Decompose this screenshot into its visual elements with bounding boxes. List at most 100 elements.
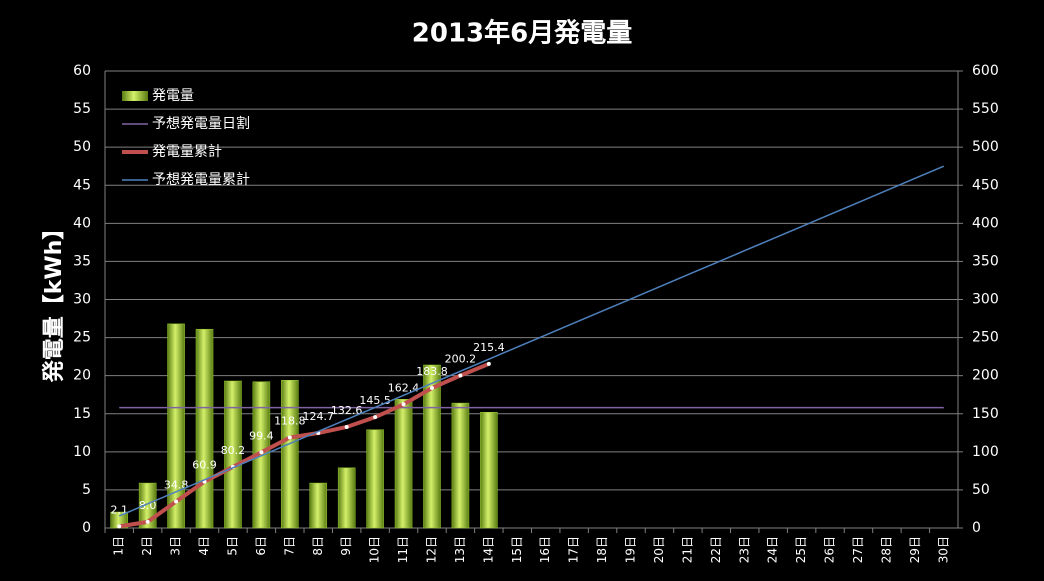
legend-label: 予想発電量累計 bbox=[152, 172, 250, 188]
y2-tick-label: 450 bbox=[972, 177, 999, 193]
data-label: 34.8 bbox=[164, 478, 189, 491]
legend-label: 予想発電量日割 bbox=[152, 115, 250, 132]
line bbox=[118, 165, 945, 517]
x-tick-label: 29日 bbox=[908, 536, 922, 563]
y-tick-label: 40 bbox=[73, 215, 91, 231]
y-tick-label: 50 bbox=[73, 139, 91, 155]
y-tick-label: 0 bbox=[82, 520, 91, 536]
y2-tick-label: 50 bbox=[972, 482, 990, 498]
y-tick-label: 55 bbox=[73, 101, 91, 117]
marker bbox=[259, 450, 264, 455]
y2-tick-label: 500 bbox=[972, 139, 999, 155]
data-label: 145.5 bbox=[359, 394, 391, 407]
x-tick-label: 5日 bbox=[225, 536, 239, 556]
y2-tick-label: 350 bbox=[972, 253, 999, 269]
bar bbox=[309, 482, 328, 529]
x-tick-label: 28日 bbox=[879, 536, 893, 563]
marker bbox=[174, 499, 179, 504]
y2-tick-label: 0 bbox=[972, 520, 981, 536]
y-tick-label: 25 bbox=[73, 330, 91, 346]
x-tick-label: 3日 bbox=[169, 536, 183, 556]
y-tick-label: 5 bbox=[82, 482, 91, 498]
y2-tick-label: 250 bbox=[972, 330, 999, 346]
data-label: 60.9 bbox=[192, 459, 217, 472]
y2-tick-label: 300 bbox=[972, 292, 999, 308]
marker bbox=[458, 373, 463, 378]
x-tick-label: 2日 bbox=[140, 536, 154, 556]
x-tick-label: 26日 bbox=[823, 536, 837, 563]
y-tick-label: 10 bbox=[73, 444, 91, 460]
data-label: 183.8 bbox=[416, 365, 448, 378]
x-tick-label: 25日 bbox=[794, 536, 808, 563]
y-tick-label: 30 bbox=[73, 292, 91, 308]
data-label: 200.2 bbox=[445, 353, 477, 366]
data-label: 2.1 bbox=[110, 503, 128, 516]
x-tick-label: 17日 bbox=[567, 536, 581, 563]
data-label: 132.6 bbox=[331, 404, 363, 417]
marker bbox=[287, 435, 292, 440]
x-tick-label: 14日 bbox=[481, 536, 495, 563]
marker bbox=[344, 425, 349, 430]
y-tick-label: 35 bbox=[73, 253, 91, 269]
bar bbox=[224, 380, 242, 529]
x-tick-label: 23日 bbox=[737, 536, 751, 563]
y2-tick-label: 200 bbox=[972, 368, 999, 384]
bar bbox=[394, 399, 413, 529]
legend-label: 発電量 bbox=[152, 88, 194, 104]
bar bbox=[451, 402, 470, 529]
data-label: 124.7 bbox=[303, 410, 335, 423]
x-tick-label: 27日 bbox=[851, 536, 865, 563]
x-tick-label: 8日 bbox=[311, 536, 325, 556]
x-tick-label: 11日 bbox=[396, 536, 410, 563]
x-tick-label: 21日 bbox=[680, 536, 694, 563]
x-tick-label: 12日 bbox=[424, 536, 438, 563]
marker bbox=[117, 524, 122, 529]
data-label: 215.4 bbox=[473, 341, 505, 354]
data-label: 99.4 bbox=[249, 429, 274, 442]
legend-label: 発電量累計 bbox=[152, 144, 222, 160]
x-tick-label: 16日 bbox=[538, 536, 552, 563]
x-tick-label: 9日 bbox=[339, 536, 353, 556]
y2-tick-label: 600 bbox=[972, 63, 999, 79]
bar bbox=[366, 429, 384, 529]
bar bbox=[281, 379, 299, 529]
data-label: 118.8 bbox=[274, 415, 306, 428]
y-tick-label: 20 bbox=[73, 368, 91, 384]
marker bbox=[373, 415, 378, 420]
y2-tick-label: 400 bbox=[972, 215, 999, 231]
x-tick-label: 4日 bbox=[197, 536, 211, 556]
x-tick-label: 10日 bbox=[368, 536, 382, 563]
x-tick-label: 22日 bbox=[709, 536, 723, 563]
marker bbox=[429, 386, 434, 391]
y-axis-label: 発電量【kWh】 bbox=[42, 218, 67, 384]
x-tick-label: 7日 bbox=[282, 536, 296, 556]
data-label: 80.2 bbox=[221, 444, 246, 457]
bar bbox=[480, 411, 498, 529]
y2-tick-label: 550 bbox=[972, 101, 999, 117]
x-tick-label: 24日 bbox=[766, 536, 780, 563]
x-tick-label: 1日 bbox=[112, 536, 126, 556]
data-label: 162.4 bbox=[388, 381, 420, 394]
bar bbox=[423, 364, 441, 529]
y-tick-label: 60 bbox=[73, 63, 91, 79]
y2-tick-label: 100 bbox=[972, 444, 999, 460]
bar bbox=[167, 323, 185, 529]
x-tick-label: 15日 bbox=[510, 536, 524, 563]
chart-title: 2013年6月発電量 bbox=[412, 18, 632, 49]
y-tick-label: 15 bbox=[73, 406, 91, 422]
legend-swatch bbox=[122, 91, 148, 101]
bar bbox=[337, 467, 356, 529]
x-tick-label: 20日 bbox=[652, 536, 666, 563]
marker bbox=[145, 519, 150, 524]
x-tick-label: 18日 bbox=[595, 536, 609, 563]
marker bbox=[401, 402, 406, 407]
marker bbox=[486, 361, 491, 366]
bar bbox=[195, 328, 214, 529]
x-tick-label: 30日 bbox=[936, 536, 950, 563]
x-tick-label: 13日 bbox=[453, 536, 467, 563]
line bbox=[118, 362, 490, 529]
y2-tick-label: 150 bbox=[972, 406, 999, 422]
x-tick-label: 19日 bbox=[624, 536, 638, 563]
x-tick-label: 6日 bbox=[254, 536, 268, 556]
